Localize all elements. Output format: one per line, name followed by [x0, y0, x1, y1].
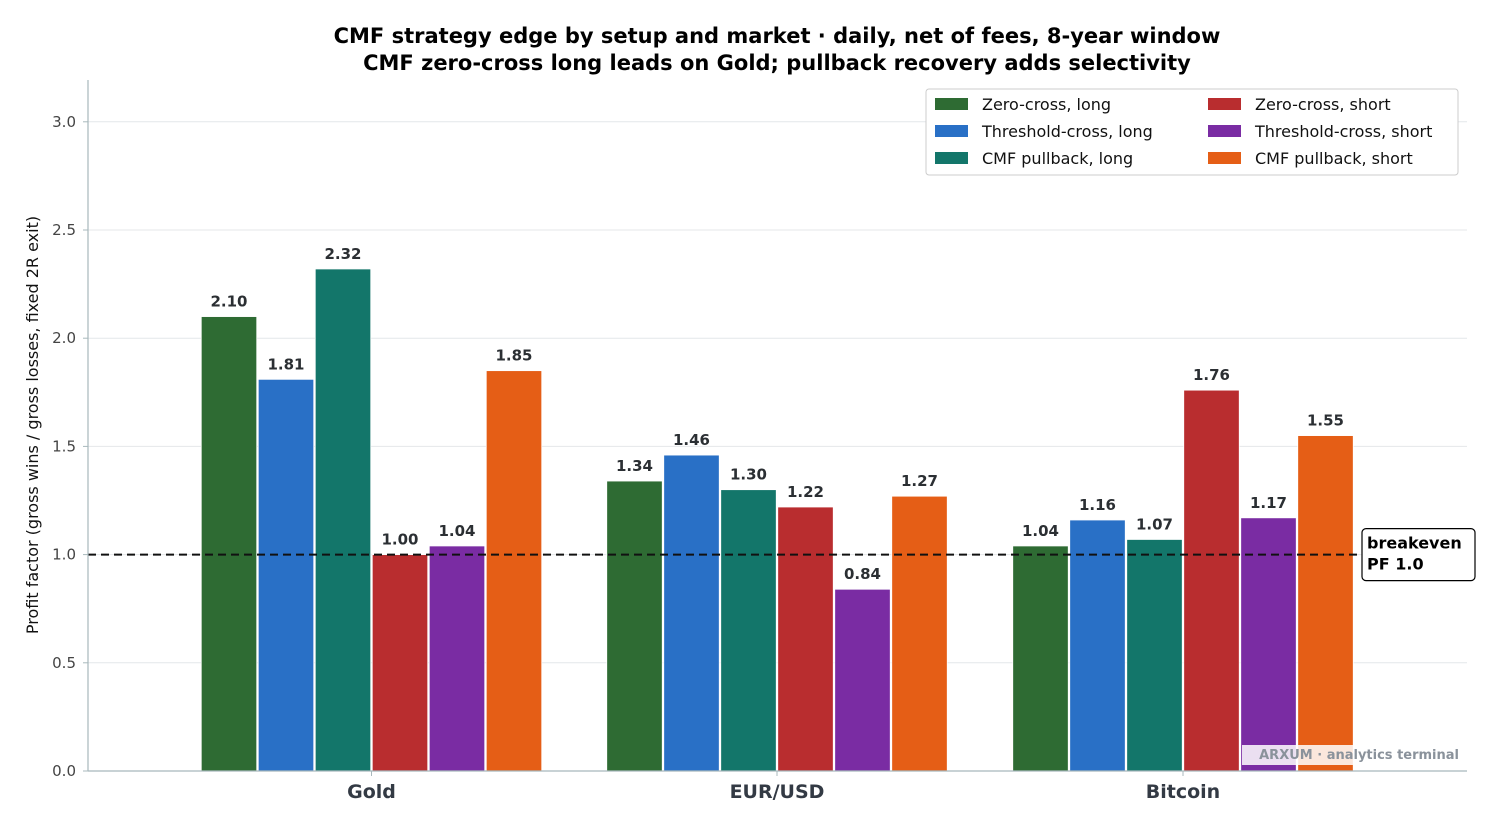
x-tick-label: Bitcoin [1146, 781, 1220, 803]
legend-swatch [935, 125, 968, 137]
bar-value-label: 1.76 [1193, 366, 1230, 384]
bar [1297, 435, 1354, 772]
legend-label: CMF pullback, short [1255, 149, 1413, 168]
bar [777, 506, 834, 772]
bar-value-label: 1.04 [438, 522, 475, 540]
legend-label: Threshold-cross, long [981, 122, 1153, 141]
y-tick-label: 1.5 [52, 437, 76, 455]
chart-title: CMF strategy edge by setup and market · … [334, 24, 1221, 48]
y-tick-label: 2.5 [52, 221, 76, 239]
legend: Zero-cross, long Threshold-cross, long CMF… [935, 95, 1432, 168]
bar-value-label: 2.10 [210, 293, 247, 311]
bar-value-label: 1.07 [1136, 515, 1173, 533]
bar [1126, 539, 1183, 772]
bar-value-label: 1.30 [730, 466, 767, 484]
legend-label: Zero-cross, long [982, 95, 1111, 114]
x-tick-label: EUR/USD [730, 781, 825, 803]
y-axis-ticks: 0.0 0.5 1.0 1.5 2.0 2.5 3.0 [52, 113, 88, 780]
x-axis-ticks: Gold EUR/USD Bitcoin [347, 771, 1220, 803]
legend-label: CMF pullback, long [982, 149, 1133, 168]
legend-swatch [935, 152, 968, 164]
breakeven-label-line2: PF 1.0 [1367, 555, 1424, 574]
bar [314, 268, 372, 772]
y-axis-label: Profit factor (gross wins / gross losses… [23, 216, 42, 634]
breakeven-label-line1: breakeven [1367, 534, 1462, 553]
bar [1240, 517, 1297, 772]
bar [371, 554, 429, 772]
y-tick-label: 1.0 [52, 546, 76, 564]
bars [200, 268, 1354, 772]
bar [1012, 545, 1069, 772]
bar-value-label: 1.55 [1307, 412, 1344, 430]
bar [200, 316, 258, 772]
bar [1069, 519, 1126, 772]
bar [257, 378, 315, 772]
bar-value-label: 1.34 [616, 457, 653, 475]
bar-value-label: 1.27 [901, 472, 938, 490]
watermark-background [1242, 745, 1460, 765]
bar [485, 370, 543, 772]
y-tick-label: 2.0 [52, 329, 76, 347]
bar [606, 480, 663, 772]
bar [891, 495, 948, 772]
bar-value-label: 1.00 [381, 531, 418, 549]
bar-value-label: 1.04 [1022, 522, 1059, 540]
y-tick-label: 0.0 [52, 762, 76, 780]
y-tick-label: 0.5 [52, 654, 76, 672]
bar [428, 545, 486, 772]
x-tick-label: Gold [347, 781, 396, 803]
bar-value-label: 1.22 [787, 483, 824, 501]
bar-value-label: 1.17 [1250, 494, 1287, 512]
bar-value-label: 1.46 [673, 431, 710, 449]
breakeven-label-box [1361, 527, 1476, 582]
bar-value-label: 0.84 [844, 565, 881, 583]
legend-label: Threshold-cross, short [1254, 122, 1432, 141]
bar-value-label: 1.81 [267, 355, 304, 373]
value-labels: 2.10 1.34 1.04 1.81 1.46 1.16 2.32 1.30 1.07 1.00… [210, 245, 1344, 583]
watermark: ARXUM · analytics terminal [1259, 748, 1459, 763]
legend-swatch [1208, 152, 1241, 164]
bar-value-label: 2.32 [324, 245, 361, 263]
chart-subtitle: CMF zero-cross long leads on Gold; pullb… [363, 51, 1191, 75]
legend-box [925, 88, 1459, 176]
bar [834, 588, 891, 772]
bar [720, 489, 777, 772]
bar [1183, 389, 1240, 772]
y-tick-label: 3.0 [52, 113, 76, 131]
legend-swatch [1208, 125, 1241, 137]
bar-value-label: 1.85 [495, 347, 532, 365]
bar-value-label: 1.16 [1079, 496, 1116, 514]
legend-swatch [1208, 98, 1241, 110]
bar [663, 454, 720, 772]
legend-label: Zero-cross, short [1255, 95, 1391, 114]
legend-swatch [935, 98, 968, 110]
